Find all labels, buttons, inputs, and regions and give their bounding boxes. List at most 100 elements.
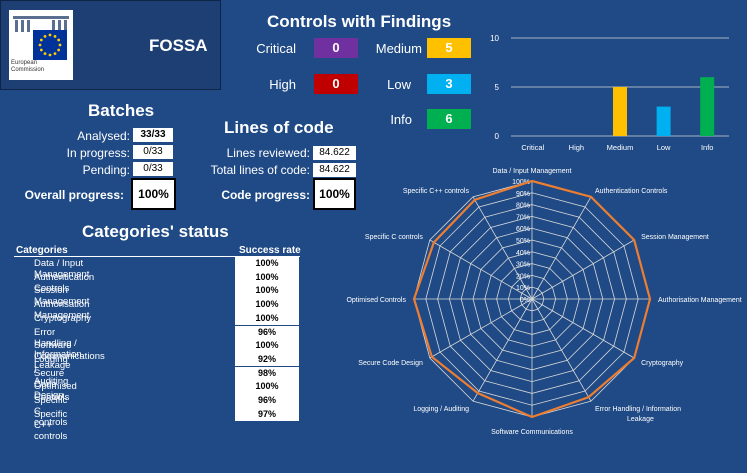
info-count: 6 [427,109,471,129]
bar-y-tick-label: 0 [495,132,500,141]
radar-axis-label: Specific C controls [365,234,423,241]
category-row-name: Optimised Controls [34,381,77,404]
in-progress-value: 0/33 [133,145,173,159]
logo-text-line1: European [11,60,38,66]
bar-category-label: Critical [521,143,544,152]
bar-medium [613,87,627,136]
in-progress-label: In progress: [66,146,130,160]
radar-tick-label: 30% [516,262,530,269]
medium-count: 5 [427,38,471,58]
radar-axis-label: Cryptography [641,360,684,367]
radar-tick-label: 10% [516,285,530,292]
category-row-name: Cryptography [34,312,92,324]
radar-series-line [412,179,652,419]
radar-tick-label: 60% [516,226,530,233]
categories-title: Categories' status [82,222,229,241]
logo-panel: European Commission FOSSA [0,0,221,90]
radar-axis-label: Optimised Controls [346,297,406,304]
category-row-rate: 100% [235,257,299,271]
category-row-rate: 100% [235,339,299,353]
category-row-rate: 97% [235,407,299,422]
info-label: Info [390,112,412,127]
radar-spoke [531,298,592,402]
header-divider [14,256,300,257]
medium-label: Medium [375,41,422,56]
high-label: High [269,77,296,92]
bar-y-tick-label: 10 [490,34,499,43]
radar-axis-label: Software Communications [491,429,573,436]
category-row-rate: 98% [235,366,299,381]
radar-tick-label: 40% [516,250,530,257]
radar-spoke [429,239,533,300]
radar-axis-label: Secure Code Design [358,360,423,367]
radar-tick-label: 50% [516,238,530,245]
bar-category-label: Low [657,143,671,152]
radar-tick-label: 90% [516,191,530,198]
category-row-name: Data / Input Management [34,258,90,280]
overall-progress-value: 100% [131,178,176,210]
category-row-name: Logging / Auditing [34,353,69,387]
radar-spoke [429,298,533,359]
category-row-rate: 100% [235,311,299,326]
logo-text-line2: Commission [11,67,45,73]
code-progress-value: 100% [313,178,356,210]
category-row-name: Authorisation Management [34,299,90,322]
category-row-rate: 96% [235,394,299,408]
analysed-label: Analysed: [77,129,130,143]
radar-spoke [531,298,635,359]
radar-axis-label: Authentication Controls [595,188,668,195]
category-row-name: Authentication Controls [34,271,95,294]
lines-reviewed-value: 84.622 [313,146,356,160]
category-row-rate: 100% [235,270,299,285]
category-row-rate: 96% [235,325,299,340]
radar-tick-label: 100% [512,179,530,186]
radar-axis-label: Session Management [641,234,709,241]
bar-category-label: High [569,143,584,152]
bar-category-label: Info [701,143,714,152]
category-row-rate: 100% [235,380,299,394]
total-lines-label: Total lines of code: [210,163,310,177]
radar-axis-label: Logging / Auditing [413,406,469,413]
category-row-rate: 92% [235,352,299,367]
radar-tick-label: 80% [516,203,530,210]
low-count: 3 [427,74,471,94]
bar-info [700,77,715,136]
category-row-rate: 100% [235,298,299,312]
findings-bar-chart: 0 5 10 Critical High Medium Low Info [490,34,729,152]
overall-progress-label: Overall progress: [24,188,124,202]
radar-spoke [531,196,592,300]
app-title: FOSSA [149,36,208,55]
radar-spoke [472,196,533,300]
radar-spoke [472,298,533,402]
radar-axis-label: Error Handling / Information Leakage [595,406,681,423]
bar-y-tick-label: 5 [495,83,500,92]
loc-title: Lines of code [224,118,334,137]
batches-title: Batches [88,101,155,120]
analysed-value: 33/33 [133,128,173,142]
categories-radar-chart: 0% 10% 20% 30% 40% 50% 60% 70% 80% 90% 100% Data /… [346,168,741,436]
radar-tick-label: 70% [516,214,530,221]
bar-category-label: Medium [607,143,634,152]
pending-label: Pending: [82,163,130,177]
radar-axis-label: Data / Input Management [493,168,572,175]
radar-spoke [531,239,635,300]
high-count: 0 [314,74,358,94]
radar-axis-label: Specific C++ controls [403,188,470,195]
category-row-name: Error Handling / Information Leakage [34,326,82,371]
category-row-name: Session Management [34,285,90,308]
category-row-name: Software Communications [34,340,105,363]
pending-value: 0/33 [133,162,173,176]
radar-tick-label: 20% [516,273,530,280]
category-row-name: Secure Code Design [34,367,65,401]
category-row-name: Specific C++ controls [34,408,68,442]
critical-count: 0 [314,38,358,58]
code-progress-label: Code progress: [221,188,310,202]
bar-low [656,106,671,136]
findings-title: Controls with Findings [267,12,452,31]
category-row-rate: 100% [235,284,299,298]
category-row-name: Specific C controls [34,395,68,428]
critical-label: Critical [256,41,296,56]
total-lines-value: 84.622 [313,163,356,177]
categories-column-header: Categories [16,245,68,256]
radar-tick-label: 0% [520,297,530,304]
